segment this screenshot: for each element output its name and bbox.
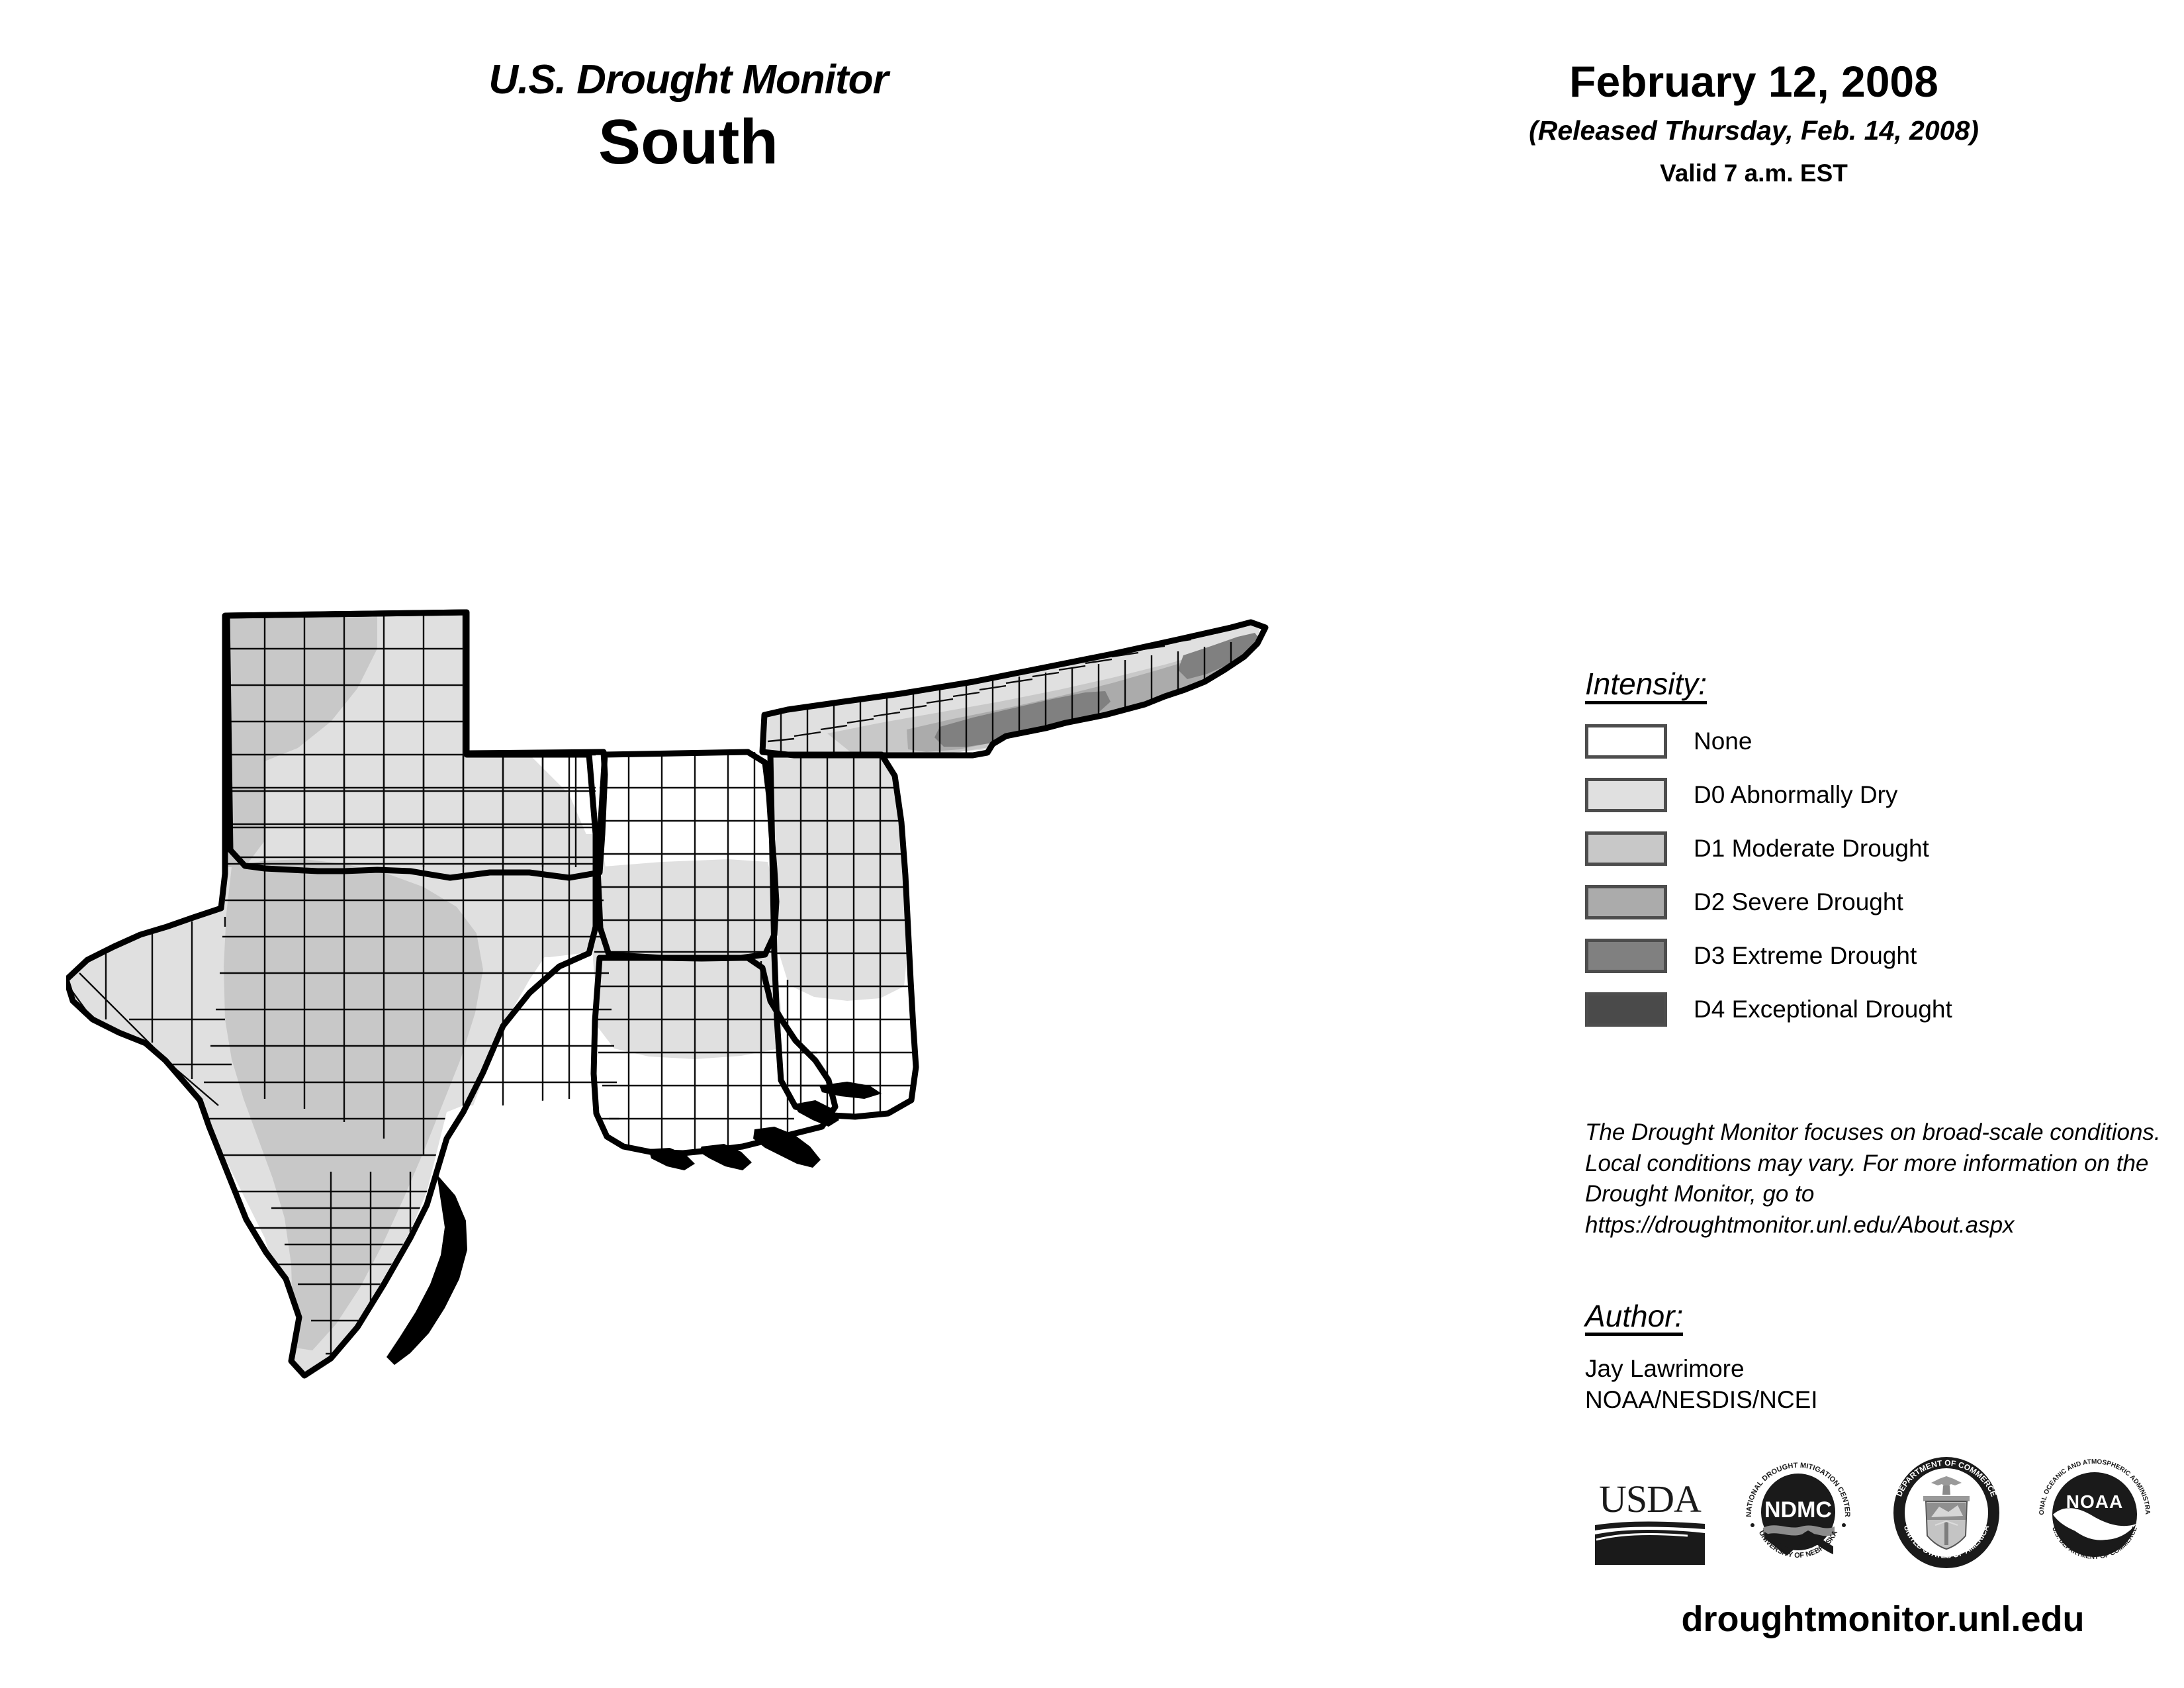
region-title: South xyxy=(598,107,778,177)
coastline xyxy=(387,1082,882,1365)
legend-item-none[interactable]: None xyxy=(1585,723,2154,760)
legend-heading: Intensity: xyxy=(1585,669,1707,704)
usda-logo: USDA xyxy=(1588,1451,1711,1574)
legend-item-d1[interactable]: D1 Moderate Drought xyxy=(1585,830,2154,867)
logo-strip: USDA NDMC NATIONAL DROUGHT MITIGATION CE… xyxy=(1588,1450,2171,1575)
svg-text:NDMC: NDMC xyxy=(1764,1497,1832,1523)
footer-url[interactable]: droughtmonitor.unl.edu xyxy=(1681,1599,2085,1639)
legend-swatch-d2 xyxy=(1585,885,1667,919)
header-date-block: February 12, 2008 (Released Thursday, Fe… xyxy=(1469,60,2038,187)
state-border-texas xyxy=(66,609,599,1379)
legend-label-d2: D2 Severe Drought xyxy=(1694,888,1903,915)
author-panel: Author: Jay Lawrimore NOAA/NESDIS/NCEI xyxy=(1585,1301,2154,1416)
valid-time: Valid 7 a.m. EST xyxy=(1660,160,1848,187)
release-date: (Released Thursday, Feb. 14, 2008) xyxy=(1529,115,1979,146)
d3-region-tennessee-core xyxy=(934,691,1111,747)
noaa-logo: NOAA NATIONAL OCEANIC AND ATMOSPHERIC AD… xyxy=(2033,1451,2156,1574)
legend-item-d2[interactable]: D2 Severe Drought xyxy=(1585,884,2154,921)
state-border-tennessee xyxy=(759,619,1269,759)
legend-panel: Intensity: None D0 Abnormally Dry D1 Mod… xyxy=(1585,669,2154,1028)
disclaimer-text: The Drought Monitor focuses on broad-sca… xyxy=(1585,1119,2161,1238)
author-lines: Jay Lawrimore NOAA/NESDIS/NCEI xyxy=(1585,1353,2154,1416)
legend-item-d4[interactable]: D4 Exceptional Drought xyxy=(1585,991,2154,1028)
author-heading: Author: xyxy=(1585,1301,1684,1336)
legend-label-d4: D4 Exceptional Drought xyxy=(1694,996,1952,1023)
legend-item-d3[interactable]: D3 Extreme Drought xyxy=(1585,937,2154,974)
legend-swatch-d0 xyxy=(1585,778,1667,812)
d3-region-tennessee-east xyxy=(1178,633,1260,679)
legend-label-none: None xyxy=(1694,727,1752,755)
svg-text:★: ★ xyxy=(1911,1509,1921,1520)
legend-item-d0[interactable]: D0 Abnormally Dry xyxy=(1585,776,2154,814)
legend-rows: None D0 Abnormally Dry D1 Moderate Droug… xyxy=(1585,723,2154,1028)
drought-intensity-layer xyxy=(66,612,1261,1374)
page-title: U.S. Drought Monitor xyxy=(488,57,888,103)
legend-label-d3: D3 Extreme Drought xyxy=(1694,942,1917,969)
svg-text:NOAA: NOAA xyxy=(2066,1491,2123,1512)
author-name: Jay Lawrimore xyxy=(1585,1355,1745,1382)
legend-swatch-d4 xyxy=(1585,992,1667,1027)
author-affiliation: NOAA/NESDIS/NCEI xyxy=(1585,1386,1818,1414)
legend-label-d1: D1 Moderate Drought xyxy=(1694,835,1929,862)
legend-label-d0: D0 Abnormally Dry xyxy=(1694,781,1898,808)
legend-swatch-none xyxy=(1585,724,1667,759)
svg-text:★: ★ xyxy=(1975,1509,1984,1520)
header-title-block: U.S. Drought Monitor South xyxy=(397,60,979,179)
d0-region-oklahoma-southeast xyxy=(475,834,608,957)
ndmc-logo: NDMC NATIONAL DROUGHT MITIGATION CENTER … xyxy=(1737,1451,1860,1574)
legend-swatch-d1 xyxy=(1585,831,1667,866)
map-svg xyxy=(66,609,1269,1379)
svg-text:USDA: USDA xyxy=(1599,1477,1702,1521)
state-boundaries xyxy=(66,609,1269,1379)
legend-swatch-d3 xyxy=(1585,939,1667,973)
map-date: February 12, 2008 xyxy=(1569,57,1938,106)
d0-region-louisiana-north xyxy=(596,957,782,1059)
drought-map xyxy=(66,556,1522,1417)
d0-region-mississippi-north xyxy=(769,755,908,1001)
doc-seal-logo: DEPARTMENT OF COMMERCE UNITED STATES OF … xyxy=(1885,1451,2008,1574)
state-border-mississippi xyxy=(767,751,919,1120)
